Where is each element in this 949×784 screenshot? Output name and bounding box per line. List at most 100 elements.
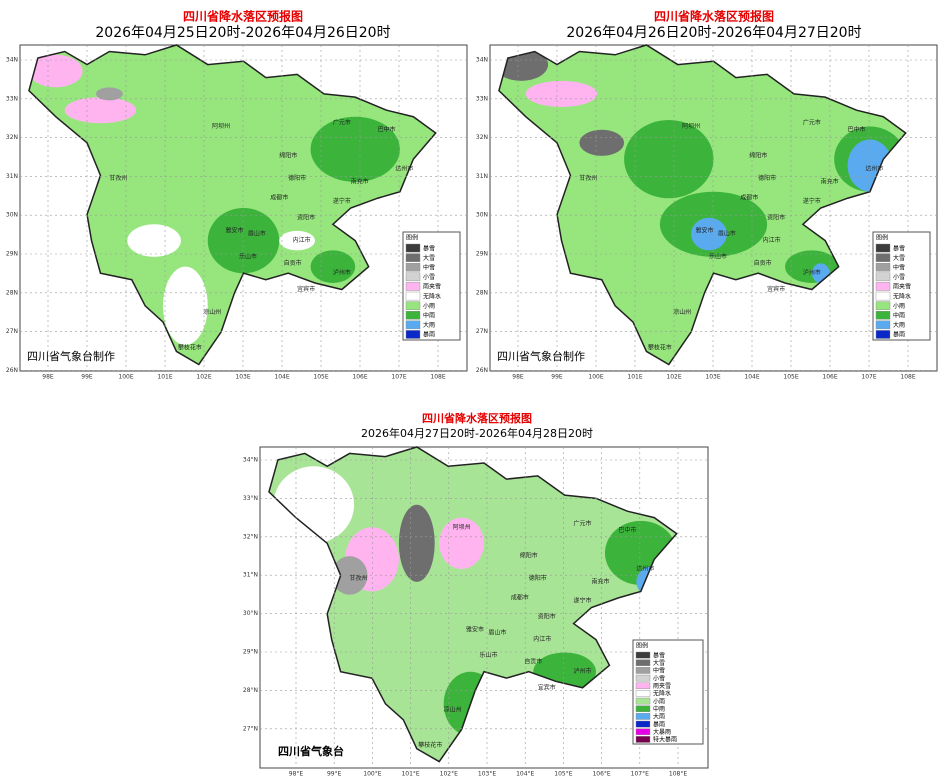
city-label: 凉山州 [203,308,221,316]
city-label: 乐山市 [239,252,257,260]
legend-swatch [405,311,421,320]
lat-label: 31N [476,173,488,180]
legend-swatch [635,713,651,720]
city-label: 自贡市 [284,259,302,267]
legend-label: 无降水 [423,292,441,300]
legend-swatch [635,697,651,705]
city-label: 凉山州 [673,308,691,316]
city-label: 成都市 [740,194,758,202]
city-label: 资阳市 [767,213,785,221]
lon-label: 99°E [327,771,342,778]
rain-area [579,129,625,156]
legend-label: 大雪 [653,659,665,667]
city-label: 阿坝州 [212,122,230,130]
lon-label: 105E [783,374,798,381]
lon-label: 101°E [401,771,419,778]
lat-label: 33N [6,95,18,102]
city-label: 雅安市 [226,226,244,234]
legend-label: 中雪 [653,667,665,675]
lon-label: 107E [391,374,406,381]
lon-label: 101E [157,374,172,381]
legend-swatch [875,311,891,320]
city-label: 达州市 [636,564,654,572]
legend-title: 图例 [406,234,418,242]
city-label: 攀枝花市 [178,344,202,352]
legend-swatch [635,674,651,682]
legend-swatch [635,720,651,728]
city-label: 乐山市 [709,252,727,260]
legend-label: 中雪 [423,264,435,272]
lat-label: 26N [476,367,488,374]
lat-label: 33N [476,95,488,102]
rain-area [127,224,181,257]
legend-label: 中雨 [893,312,905,320]
lon-label: 104E [744,374,759,381]
lon-label: 107°E [631,771,649,778]
city-label: 阿坝州 [682,122,700,130]
city-label: 成都市 [270,194,288,202]
city-label: 内江市 [293,236,311,244]
legend-label: 大雪 [893,254,905,262]
lon-label: 101E [627,374,642,381]
legend-label: 雨夹雪 [653,682,671,690]
province-border [268,446,678,763]
city-label: 攀枝花市 [418,741,442,749]
lat-label: 29N [476,251,488,258]
legend-swatch [405,253,421,262]
legend-label: 暴雨 [893,332,905,339]
city-label: 内江市 [763,236,781,244]
legend-swatch [635,651,651,659]
legend-swatch [405,272,421,282]
city-label: 凉山州 [444,706,462,714]
legend-label: 雨夹雪 [893,283,911,291]
legend-label: 小雪 [893,273,905,281]
lon-label: 106E [822,374,837,381]
lat-label: 26N [6,367,18,374]
legend-swatch [405,301,421,310]
rain-area [64,97,137,124]
city-label: 绵阳市 [520,552,538,560]
city-label: 阿坝州 [453,523,471,531]
legend-label: 大暴雨 [653,728,671,736]
lon-label: 102°E [440,771,458,778]
rain-area [163,266,208,345]
city-label: 雅安市 [466,625,484,633]
legend-title: 图例 [876,234,888,242]
lon-label: 100°E [363,771,381,778]
legend-label: 小雨 [893,302,905,310]
lat-label: 28N [476,289,488,296]
rain-area [310,250,356,283]
city-label: 资阳市 [538,613,556,621]
lon-label: 107E [861,374,876,381]
legend-swatch [875,263,891,272]
lat-label: 30N [6,212,18,219]
lat-label: 30°N [243,610,258,617]
rain-area [310,116,400,182]
lon-label: 99E [81,374,93,381]
rain-area [525,80,598,107]
city-label: 成都市 [511,593,529,601]
lat-label: 30N [476,212,488,219]
rain-area [398,504,435,582]
city-label: 眉山市 [488,629,506,637]
city-label: 南充市 [351,177,369,185]
city-label: 宜宾市 [767,285,785,293]
legend-label: 大雪 [423,254,435,262]
city-label: 内江市 [533,635,551,643]
legend-label: 特大暴雨 [653,736,677,744]
rain-area [95,87,123,101]
lat-label: 28°N [243,687,258,694]
city-label: 甘孜州 [109,174,127,182]
city-label: 自贡市 [754,259,772,267]
lon-label: 102E [666,374,681,381]
lon-label: 100E [118,374,133,381]
legend-swatch [635,728,651,736]
legend-label: 无降水 [653,690,671,698]
city-label: 雅安市 [696,226,714,234]
lon-label: 98°E [289,771,304,778]
map-title: 四川省降水落区预报图 [654,9,774,24]
rain-area [279,230,316,251]
rain-area [331,556,368,595]
